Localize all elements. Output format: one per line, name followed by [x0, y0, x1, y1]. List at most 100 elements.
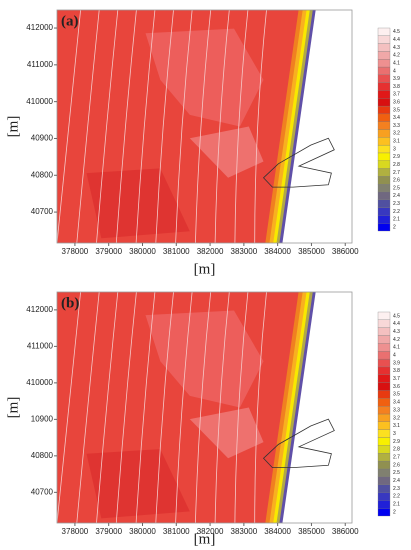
colorbar-label: 2.2: [393, 209, 400, 215]
y-tick-label: 411000: [27, 341, 54, 350]
colorbar-swatch: [377, 492, 391, 501]
map: [57, 292, 352, 523]
colorbar-label: 3.1: [393, 139, 400, 145]
colorbar-label: 3.5: [393, 392, 400, 398]
contour-line: [214, 10, 230, 243]
colorbar-label: 4.4: [393, 321, 400, 327]
patch: [86, 449, 190, 519]
colorbar-label: 2.1: [393, 217, 400, 223]
colorbar-label: 4.1: [393, 60, 400, 66]
colorbar-swatch: [377, 98, 391, 107]
y-tick-label: 10900: [31, 414, 54, 423]
patch: [189, 407, 264, 459]
contour-line: [195, 10, 212, 243]
contour-line: [96, 292, 119, 523]
x-tick-label: 380000: [129, 527, 156, 536]
colorbar-label: 3.2: [393, 131, 400, 137]
contour-line: [234, 292, 249, 523]
x-tick-label: 384000: [264, 527, 291, 536]
colorbar-swatch: [377, 343, 391, 352]
colorbar-label: 4.1: [393, 345, 400, 351]
colorbar-label: 4.4: [393, 37, 400, 43]
y-tick-label: 412000: [26, 23, 53, 32]
colorbar-swatch: [377, 382, 391, 391]
x-tick-label: 385000: [298, 247, 325, 256]
colorbar-swatch: [377, 207, 391, 216]
colorbar-label: 4.3: [393, 329, 400, 335]
contour-line: [135, 10, 156, 243]
colorbar-swatch: [377, 43, 391, 52]
x-tick-label: 383000: [231, 247, 258, 256]
colorbar-swatch: [377, 500, 391, 509]
colorbar-label: 2.3: [393, 486, 400, 492]
colorbar-swatch: [377, 113, 391, 122]
colorbar-swatch: [377, 59, 391, 68]
colorbar-swatch: [377, 66, 391, 75]
colorbar-label: 2.4: [393, 193, 400, 199]
contour-line: [57, 292, 81, 523]
colorbar-label: 2.8: [393, 162, 400, 168]
colorbar-label: 2.9: [393, 154, 400, 160]
colorbar-label: 4: [393, 352, 396, 358]
patch: [86, 168, 190, 239]
colorbar-label: 3.6: [393, 100, 400, 106]
colorbar-label: 3.7: [393, 92, 400, 98]
contour-line: [254, 10, 267, 243]
colorbar-swatch: [377, 406, 391, 415]
colorbar-label: 3.8: [393, 368, 400, 374]
contour-line: [135, 292, 156, 523]
colorbar-label: 3.2: [393, 415, 400, 421]
colorbar-swatch: [377, 152, 391, 161]
contour-line: [234, 10, 249, 243]
colorbar-swatch: [377, 74, 391, 83]
patch: [189, 126, 264, 178]
x-tick-label: 381000: [163, 527, 190, 536]
map: [57, 10, 352, 243]
colorbar-swatch: [377, 27, 391, 36]
colorbar-swatch: [377, 445, 391, 454]
colorbar-label: 3.3: [393, 407, 400, 413]
colorbar-swatch: [377, 176, 391, 185]
x-tick-label: 379000: [95, 247, 122, 256]
colorbar-swatch: [377, 358, 391, 368]
colorbar-swatch: [377, 199, 391, 208]
colorbar-label: 4.2: [393, 337, 400, 343]
colorbar-swatch: [377, 160, 391, 169]
colorbar-swatch: [377, 144, 391, 154]
y-axis-label: [m]: [5, 397, 21, 419]
colorbar-swatch: [377, 168, 391, 177]
colorbar-swatch: [377, 398, 391, 407]
colorbar-label: 2.6: [393, 462, 400, 468]
colorbar-swatch: [377, 184, 391, 193]
colorbar-label: 3: [393, 431, 396, 437]
colorbar-label: 3.8: [393, 84, 400, 90]
plot-frame: [56, 291, 353, 524]
colorbar-label: 4.5: [393, 313, 400, 319]
colorbar-swatch: [377, 311, 391, 320]
contour-line: [175, 292, 193, 523]
colorbar-swatch: [377, 390, 391, 399]
panel-title: (a): [61, 13, 79, 29]
colorbar-swatch: [377, 319, 391, 328]
colorbar-swatch: [377, 437, 391, 446]
colorbar-swatch: [377, 191, 391, 200]
colorbar-label: 3.1: [393, 423, 400, 429]
colorbar-label: 3.5: [393, 107, 400, 113]
contour-line: [76, 10, 100, 243]
plot-frame: [56, 9, 353, 244]
colorbar-swatch: [377, 105, 391, 115]
contour-line: [76, 292, 100, 523]
colorbar-label: 2.8: [393, 447, 400, 453]
colorbar-swatch: [377, 413, 391, 422]
colorbar-label: 3.7: [393, 376, 400, 382]
x-tick-label: 386000: [332, 527, 359, 536]
contour-line: [115, 292, 137, 523]
colorbar-label: 2.5: [393, 185, 400, 191]
colorbar-label: 3.9: [393, 76, 400, 82]
contour-line: [115, 10, 137, 243]
contour-line: [175, 10, 193, 243]
colorbar-swatch: [377, 51, 391, 60]
x-tick-label: 379000: [95, 527, 122, 536]
colorbar-label: 3.6: [393, 384, 400, 390]
contour-line: [96, 10, 119, 243]
